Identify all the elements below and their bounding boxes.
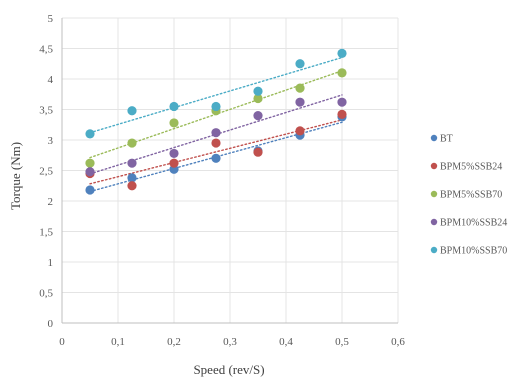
data-point <box>85 158 95 168</box>
data-point <box>295 126 305 136</box>
legend-marker <box>430 190 438 198</box>
data-point <box>253 147 263 157</box>
legend-marker <box>430 134 438 142</box>
y-tick-label: 3 <box>48 135 54 147</box>
y-tick-label: 5 <box>48 13 54 25</box>
legend-label: BT <box>440 134 453 145</box>
data-point <box>211 128 221 138</box>
tick-label-layer: 0 0,5 1 1,5 2 2,5 3 3,5 4 4,5 5 0 0,1 0,2 0,3 0,4 0,5 0,6 <box>39 13 405 348</box>
y-axis-title: Torque (Nm) <box>8 142 23 210</box>
legend-label: BPM5%SSB24 <box>440 162 502 173</box>
data-point <box>169 148 179 159</box>
data-point <box>337 48 347 58</box>
data-point <box>211 101 221 112</box>
y-tick-label: 1 <box>48 257 54 269</box>
y-tick-label: 2,5 <box>39 166 53 178</box>
x-tick-label: 0,3 <box>223 336 237 348</box>
point-layer <box>85 48 347 195</box>
trendline-layer <box>89 56 343 193</box>
axis-layer <box>61 18 398 324</box>
x-tick-label: 0,1 <box>111 336 125 348</box>
legend: BT BPM5%SSB24 BPM5%SSB70 BPM10%SSB24 BPM10%S… <box>430 134 507 257</box>
grid-layer <box>62 17 399 323</box>
data-point <box>295 83 305 93</box>
data-point <box>253 93 263 104</box>
data-point <box>337 68 347 78</box>
data-point <box>85 167 95 177</box>
x-tick-label: 0,4 <box>279 336 293 348</box>
data-point <box>127 173 137 183</box>
data-point <box>337 97 347 107</box>
x-tick-label: 0 <box>59 336 65 348</box>
data-point <box>127 158 137 168</box>
y-tick-label: 2 <box>48 196 54 208</box>
legend-label: BPM10%SSB24 <box>440 218 507 229</box>
x-axis-title: Speed (rev/S) <box>193 362 264 377</box>
data-point <box>337 109 347 119</box>
y-tick-label: 3,5 <box>39 105 53 117</box>
data-point <box>295 97 305 107</box>
legend-marker <box>430 162 438 170</box>
legend-label: BPM10%SSB70 <box>440 246 507 257</box>
data-point <box>211 138 221 148</box>
x-tick-label: 0,2 <box>167 336 181 348</box>
x-tick-label: 0,6 <box>391 336 405 348</box>
data-point <box>253 111 263 121</box>
data-point <box>85 185 95 195</box>
data-point <box>295 59 305 69</box>
y-tick-label: 4 <box>48 74 54 86</box>
data-point <box>127 138 137 148</box>
data-point <box>127 106 137 116</box>
data-point <box>169 101 179 112</box>
y-tick-label: 0 <box>48 318 54 330</box>
y-tick-label: 4,5 <box>39 44 53 56</box>
legend-marker <box>430 246 438 254</box>
data-point <box>253 86 263 96</box>
data-point <box>211 153 221 163</box>
y-tick-label: 1,5 <box>39 227 53 239</box>
legend-marker <box>430 218 438 226</box>
data-point <box>169 118 179 128</box>
x-tick-label: 0,5 <box>335 336 349 348</box>
legend-label: BPM5%SSB70 <box>440 190 502 201</box>
trendline <box>89 56 343 134</box>
y-tick-label: 0,5 <box>39 288 53 300</box>
data-point <box>85 129 95 139</box>
data-point <box>127 181 137 191</box>
data-point <box>169 158 179 168</box>
